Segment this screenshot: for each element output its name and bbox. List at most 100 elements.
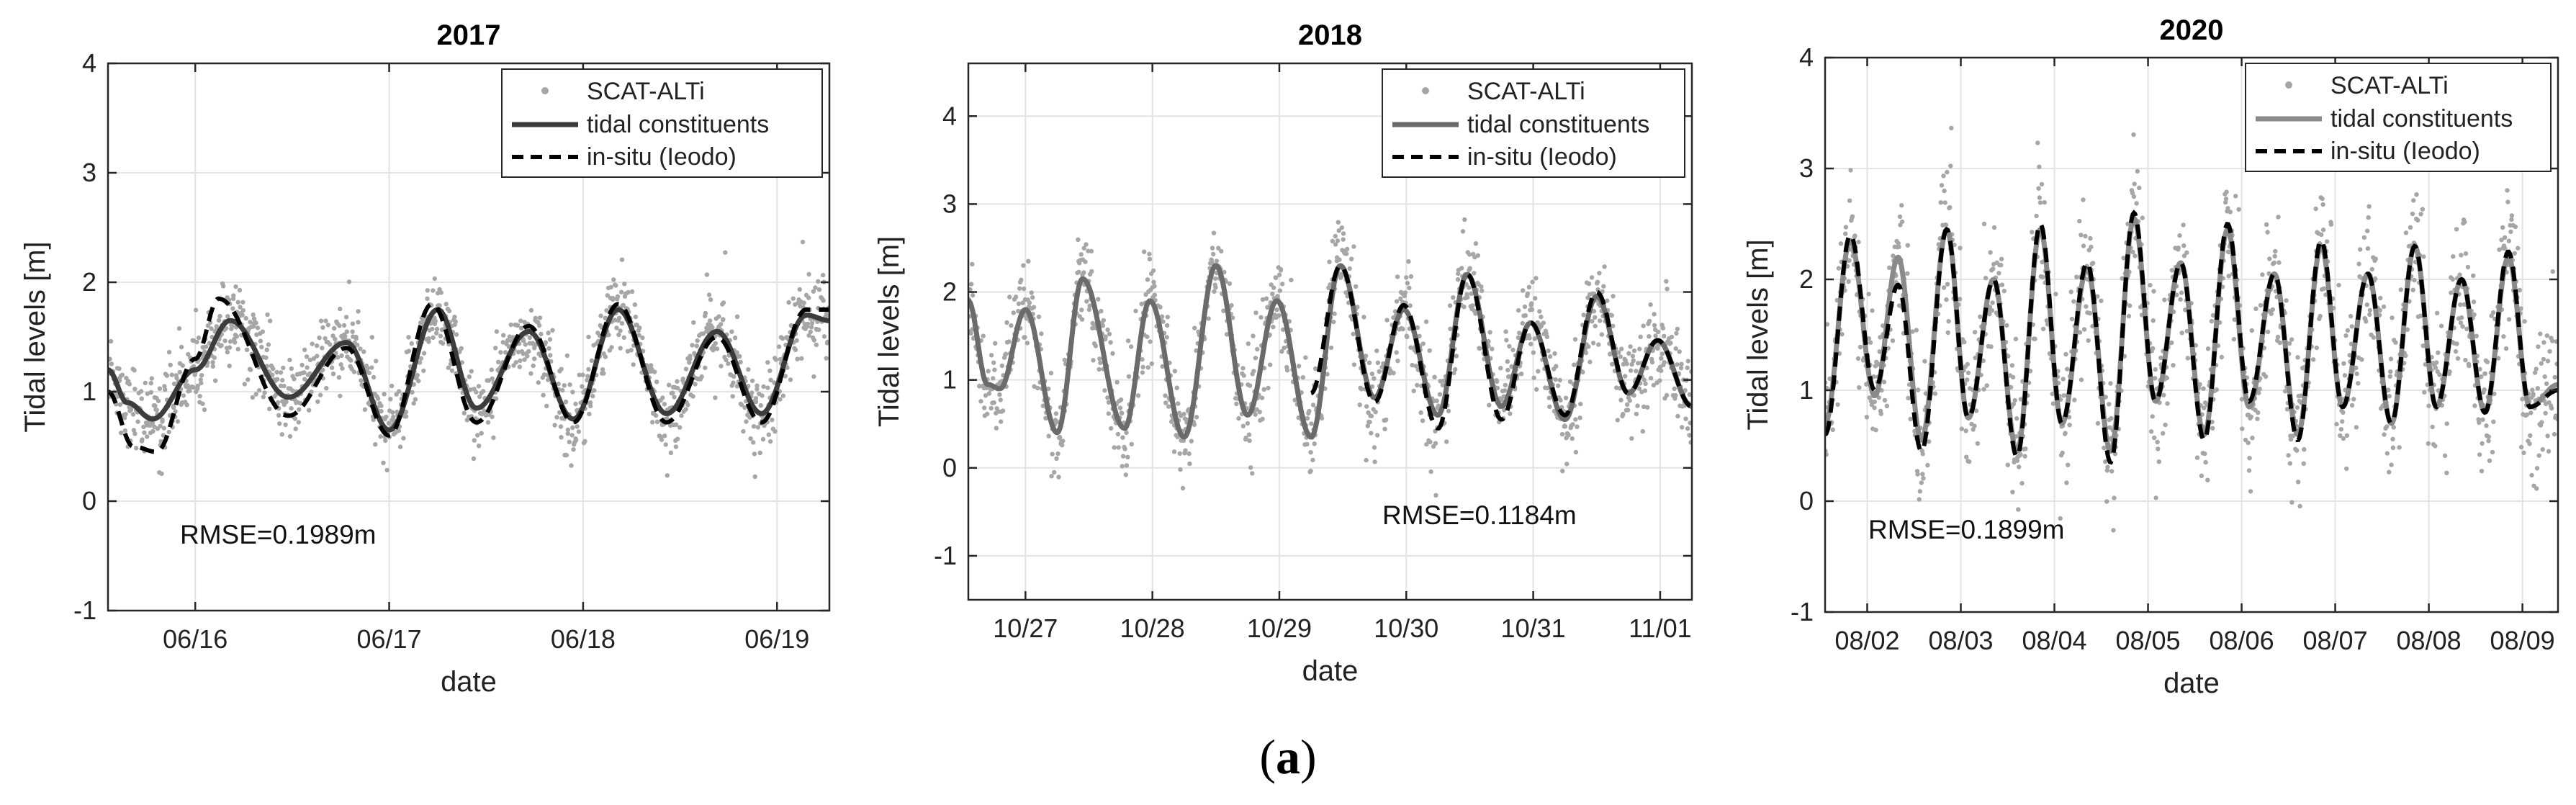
scatter-point bbox=[425, 288, 430, 293]
scatter-point bbox=[1143, 292, 1148, 297]
scatter-point bbox=[1123, 472, 1129, 477]
scatter-point bbox=[1944, 297, 1949, 302]
scatter-point bbox=[2265, 329, 2271, 335]
scatter-point bbox=[1532, 336, 1537, 341]
scatter-point bbox=[1351, 362, 1357, 367]
scatter-point bbox=[1999, 256, 2004, 261]
scatter-point bbox=[2460, 324, 2465, 329]
scatter-point bbox=[695, 338, 700, 343]
scatter-point bbox=[1625, 402, 1630, 407]
scatter-point bbox=[1310, 402, 1316, 408]
scatter-point bbox=[2077, 330, 2083, 335]
scatter-point bbox=[2256, 390, 2261, 395]
scatter-point bbox=[338, 393, 343, 399]
scatter-point bbox=[2271, 260, 2276, 266]
scatter-point bbox=[1166, 404, 1171, 409]
scatter-point bbox=[1494, 379, 1500, 384]
scatter-point bbox=[983, 393, 988, 398]
scatter-point bbox=[2267, 256, 2272, 261]
scatter-point bbox=[2436, 350, 2441, 355]
scatter-point bbox=[1056, 475, 1061, 480]
y-tick-label: 3 bbox=[1799, 153, 1814, 183]
scatter-point bbox=[1981, 387, 1986, 392]
scatter-point bbox=[1447, 303, 1453, 308]
scatter-point bbox=[2181, 253, 2187, 258]
scatter-point bbox=[2544, 333, 2549, 338]
scatter-point bbox=[1305, 441, 1310, 447]
scatter-point bbox=[2083, 233, 2088, 239]
scatter-point bbox=[1277, 288, 1283, 293]
scatter-point bbox=[994, 426, 999, 431]
scatter-point bbox=[2354, 371, 2359, 377]
scatter-point bbox=[1588, 359, 1593, 364]
scatter-point bbox=[1593, 323, 1598, 328]
scatter-point bbox=[2506, 238, 2511, 243]
scatter-point bbox=[2108, 381, 2113, 386]
scatter-point bbox=[267, 406, 272, 412]
y-tick-label: -1 bbox=[73, 595, 96, 625]
scatter-point bbox=[2179, 330, 2184, 336]
scatter-point bbox=[580, 384, 585, 389]
scatter-point bbox=[1415, 382, 1420, 388]
scatter-point bbox=[253, 320, 258, 325]
scatter-point bbox=[175, 419, 181, 424]
scatter-point bbox=[1395, 359, 1400, 364]
scatter-point bbox=[1509, 364, 1514, 369]
scatter-point bbox=[969, 282, 974, 287]
scatter-point bbox=[1634, 411, 1639, 417]
scatter-point bbox=[1027, 300, 1032, 305]
scatter-point bbox=[2477, 452, 2482, 457]
scatter-point bbox=[140, 437, 145, 442]
scatter-point bbox=[242, 382, 247, 387]
scatter-point bbox=[468, 387, 473, 392]
scatter-point bbox=[1641, 404, 1647, 410]
scatter-point bbox=[765, 385, 770, 390]
scatter-point bbox=[1007, 294, 1012, 300]
scatter-point bbox=[640, 335, 645, 341]
scatter-point bbox=[1319, 415, 1325, 421]
scatter-point bbox=[611, 296, 616, 301]
scatter-point bbox=[793, 347, 798, 352]
scatter-point bbox=[1081, 270, 1086, 275]
scatter-point bbox=[1490, 346, 1495, 351]
scatter-point bbox=[749, 378, 755, 384]
scatter-point bbox=[1583, 350, 1589, 356]
scatter-point bbox=[1181, 411, 1186, 417]
scatter-point bbox=[199, 380, 204, 386]
scatter-point bbox=[277, 421, 282, 426]
scatter-point bbox=[1850, 214, 1855, 219]
y-tick-label: -1 bbox=[934, 541, 957, 570]
scatter-point bbox=[2348, 313, 2354, 319]
scatter-point bbox=[1020, 300, 1025, 305]
scatter-point bbox=[1268, 362, 1273, 367]
scatter-point bbox=[2295, 480, 2301, 485]
scatter-point bbox=[654, 419, 660, 424]
scatter-point bbox=[2156, 459, 2161, 464]
scatter-point bbox=[338, 306, 343, 312]
scatter-point bbox=[1369, 372, 1375, 377]
scatter-point bbox=[2381, 304, 2387, 310]
scatter-point bbox=[1105, 395, 1110, 400]
scatter-point bbox=[1641, 377, 1647, 382]
scatter-point bbox=[2014, 458, 2020, 463]
scatter-point bbox=[350, 321, 356, 326]
scatter-point bbox=[2179, 290, 2184, 295]
scatter-point bbox=[1336, 228, 1341, 233]
scatter-point bbox=[390, 410, 395, 415]
scatter-point bbox=[1300, 374, 1306, 380]
scatter-point bbox=[2458, 302, 2463, 307]
scatter-point bbox=[142, 430, 147, 435]
scatter-point bbox=[171, 381, 177, 387]
scatter-point bbox=[1270, 292, 1275, 297]
scatter-point bbox=[518, 358, 523, 364]
scatter-point bbox=[724, 357, 729, 363]
scatter-point bbox=[1308, 450, 1313, 455]
scatter-point bbox=[2081, 197, 2086, 202]
scatter-point bbox=[237, 287, 243, 293]
scatter-point bbox=[251, 312, 256, 318]
scatter-point bbox=[2450, 276, 2455, 282]
scatter-point bbox=[2095, 421, 2101, 426]
scatter-point bbox=[1611, 323, 1616, 328]
legend-marker-scatter bbox=[2285, 81, 2292, 89]
scatter-point bbox=[332, 325, 337, 331]
